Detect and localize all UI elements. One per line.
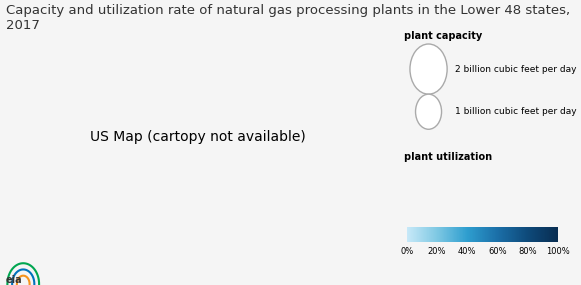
Text: eia: eia — [6, 275, 23, 285]
Text: plant utilization: plant utilization — [404, 152, 493, 162]
Text: 1 billion cubic feet per day: 1 billion cubic feet per day — [454, 107, 576, 116]
Text: Capacity and utilization rate of natural gas processing plants in the Lower 48 s: Capacity and utilization rate of natural… — [6, 4, 570, 32]
Circle shape — [410, 44, 447, 94]
Text: plant capacity: plant capacity — [404, 31, 483, 41]
Text: 2 billion cubic feet per day: 2 billion cubic feet per day — [454, 65, 576, 74]
Text: US Map (cartopy not available): US Map (cartopy not available) — [89, 130, 306, 144]
Circle shape — [415, 94, 442, 129]
